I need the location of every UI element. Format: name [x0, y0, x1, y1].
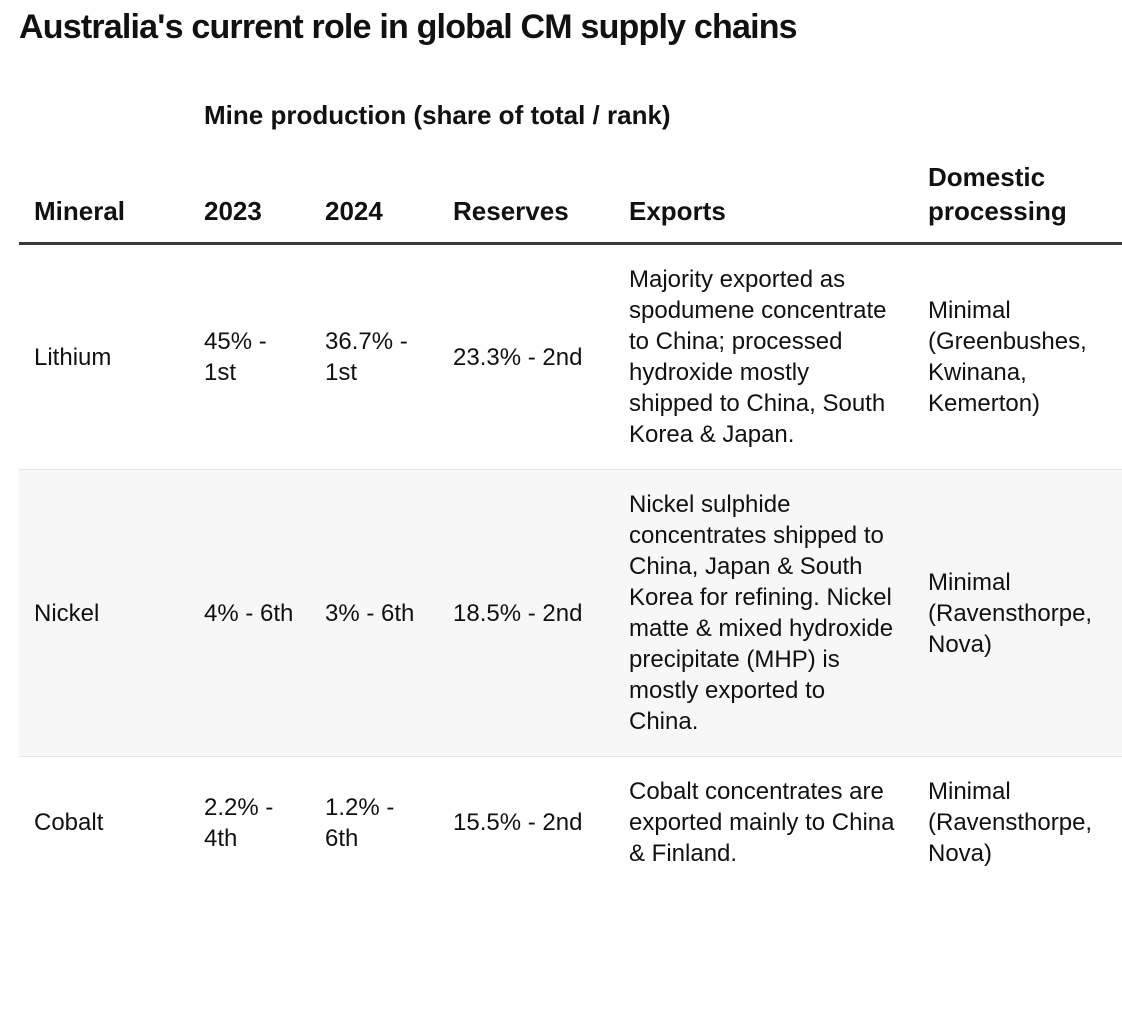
- cell-mineral: Nickel: [19, 469, 189, 757]
- cell-2023: 45% - 1st: [189, 243, 310, 470]
- column-header-2023: 2023: [189, 154, 310, 245]
- cell-2024: 3% - 6th: [310, 469, 438, 757]
- column-header-reserves: Reserves: [438, 154, 614, 245]
- cell-2023: 4% - 6th: [189, 469, 310, 757]
- cell-reserves: 23.3% - 2nd: [438, 243, 614, 470]
- cell-domestic-processing: Minimal (Ravensthorpe, Nova): [913, 469, 1122, 757]
- mine-production-group-header: Mine production (share of total / rank): [204, 100, 671, 130]
- cell-domestic-processing: Minimal (Greenbushes, Kwinana, Kemerton): [913, 243, 1122, 470]
- table-title: Australia's current role in global CM su…: [19, 8, 798, 46]
- supply-chain-table: Mineral 2023 2024 Reserves Exports Domes…: [19, 154, 1122, 888]
- table-row-nickel: Nickel 4% - 6th 3% - 6th 18.5% - 2nd Nic…: [19, 469, 1122, 757]
- cell-exports: Cobalt concentrates are exported mainly …: [629, 778, 895, 867]
- cell-domestic-processing: Minimal (Ravensthorpe, Nova): [928, 778, 1093, 867]
- table-row-cobalt: Cobalt 2.2% - 4th 1.2% - 6th 15.5% - 2nd…: [19, 757, 1122, 889]
- cell-2024: 1.2% - 6th: [325, 793, 395, 852]
- cell-exports: Nickel sulphide concentrates shipped to …: [614, 469, 913, 757]
- cell-2024: 36.7% - 1st: [310, 243, 438, 470]
- cell-exports: Majority exported as spodumene concentra…: [614, 243, 913, 470]
- cell-2023: 2.2% - 4th: [204, 793, 274, 852]
- column-header-2024: 2024: [310, 154, 438, 245]
- cell-reserves: 15.5% - 2nd: [453, 809, 583, 836]
- cell-mineral: Lithium: [19, 243, 189, 470]
- column-header-exports: Exports: [614, 154, 913, 245]
- cell-reserves: 18.5% - 2nd: [438, 469, 614, 757]
- column-header-domestic-processing: Domestic processing: [913, 154, 1122, 245]
- column-header-mineral: Mineral: [19, 154, 189, 245]
- header-row: Mineral 2023 2024 Reserves Exports Domes…: [19, 154, 1122, 245]
- cell-mineral: Cobalt: [34, 809, 104, 836]
- table-row-lithium: Lithium 45% - 1st 36.7% - 1st 23.3% - 2n…: [19, 243, 1122, 470]
